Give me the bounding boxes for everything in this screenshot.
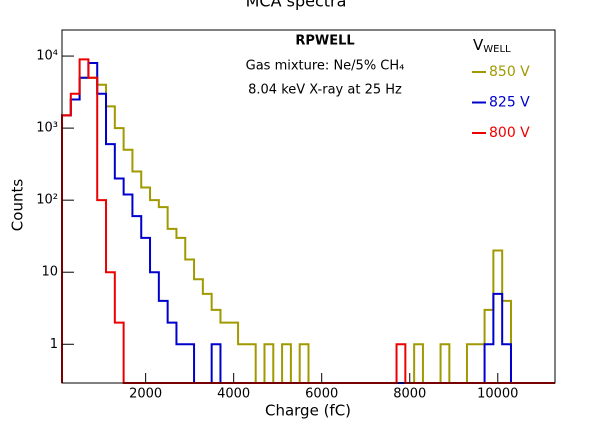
y-tick-label: 10² (36, 193, 58, 208)
y-axis-label: Counts (9, 179, 27, 232)
annotation: 8.04 keV X-ray at 25 Hz (248, 83, 402, 98)
x-tick-label: 8000 (393, 387, 426, 402)
legend-label: 850 V (489, 64, 530, 80)
x-tick-label: 4000 (217, 387, 250, 402)
x-tick-label: 10000 (477, 387, 518, 402)
y-tick-label: 10⁴ (36, 49, 58, 64)
annotation: Gas mixture: Ne/5% CH₄ (246, 59, 405, 74)
x-axis-label: Charge (fC) (265, 402, 351, 420)
y-tick-label: 10 (41, 265, 58, 280)
legend-label: 825 V (489, 95, 530, 111)
x-tick-label: 6000 (305, 387, 338, 402)
legend-title-sub: WELL (483, 44, 511, 55)
legend-title: VWELL (473, 36, 511, 56)
y-tick-label: 10³ (36, 121, 58, 136)
histogram-line (61, 76, 555, 384)
histogram-line (61, 62, 555, 384)
chart-title: MCA spectra (246, 0, 347, 11)
plot-frame (61, 29, 556, 384)
annotation: RPWELL (295, 34, 354, 49)
x-tick-label: 2000 (129, 387, 162, 402)
legend-label: 800 V (489, 125, 530, 141)
y-tick-label: 1 (50, 337, 58, 352)
legend-title-main: V (473, 36, 484, 54)
histogram-line (61, 58, 555, 384)
